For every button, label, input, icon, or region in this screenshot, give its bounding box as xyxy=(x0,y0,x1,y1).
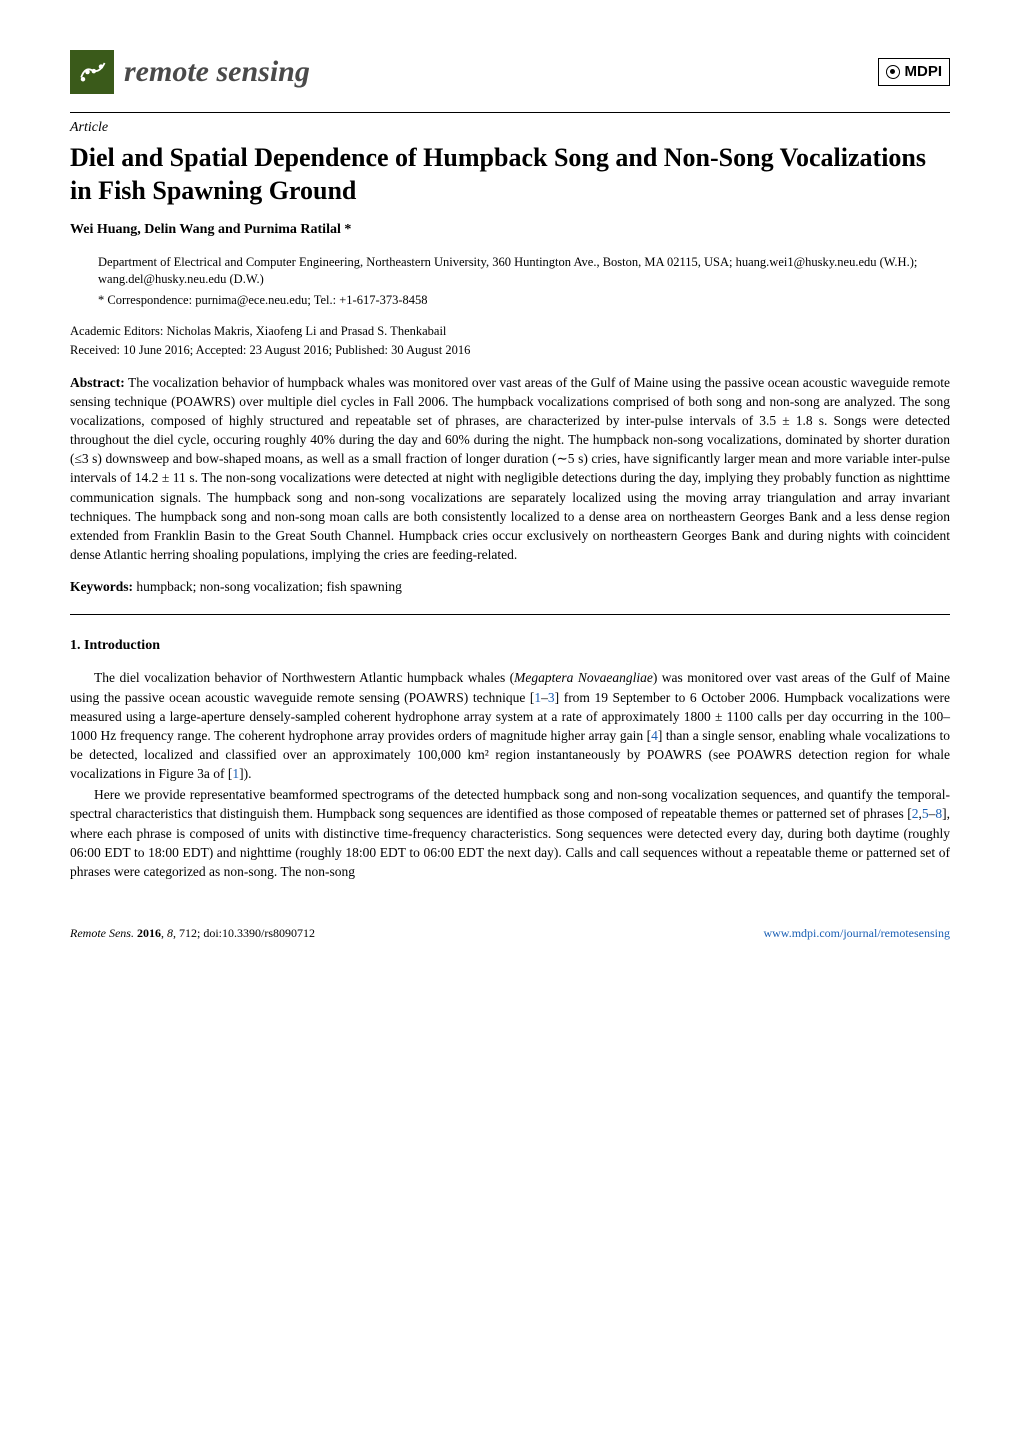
authors: Wei Huang, Delin Wang and Purnima Ratila… xyxy=(70,221,950,240)
publisher-logo: MDPI xyxy=(878,58,951,86)
keywords-label: Keywords: xyxy=(70,579,133,594)
journal-logo: remote sensing xyxy=(70,50,310,94)
publication-dates: Received: 10 June 2016; Accepted: 23 Aug… xyxy=(70,342,950,359)
mid-rule xyxy=(70,614,950,615)
keywords: Keywords: humpback; non-song vocalizatio… xyxy=(70,578,950,596)
citation[interactable]: 2 xyxy=(912,806,919,821)
header-row: remote sensing MDPI xyxy=(70,50,950,94)
citation[interactable]: 3 xyxy=(548,690,555,705)
intro-para-1: The diel vocalization behavior of Northw… xyxy=(70,668,950,783)
abstract-body: The vocalization behavior of humpback wh… xyxy=(70,375,950,562)
footer-url[interactable]: www.mdpi.com/journal/remotesensing xyxy=(763,925,950,941)
publisher-name: MDPI xyxy=(905,62,943,82)
correspondence: * Correspondence: purnima@ece.neu.edu; T… xyxy=(85,292,950,309)
abstract-label: Abstract: xyxy=(70,375,125,390)
keywords-body: humpback; non-song vocalization; fish sp… xyxy=(133,579,402,594)
species-name: Megaptera Novaeangliae xyxy=(514,670,653,685)
affiliation: Department of Electrical and Computer En… xyxy=(70,254,950,288)
journal-logo-icon xyxy=(70,50,114,94)
article-title: Diel and Spatial Dependence of Humpback … xyxy=(70,141,950,208)
citation[interactable]: 5 xyxy=(922,806,929,821)
citation[interactable]: 4 xyxy=(651,728,658,743)
footer: Remote Sens. 2016, 8, 712; doi:10.3390/r… xyxy=(70,925,950,941)
top-rule xyxy=(70,112,950,113)
section-1-heading: 1. Introduction xyxy=(70,637,950,656)
mdpi-icon xyxy=(886,65,900,79)
abstract: Abstract: The vocalization behavior of h… xyxy=(70,373,950,565)
article-type: Article xyxy=(70,119,950,138)
footer-citation: Remote Sens. 2016, 8, 712; doi:10.3390/r… xyxy=(70,925,315,941)
journal-name: remote sensing xyxy=(124,52,310,93)
intro-para-2: Here we provide representative beamforme… xyxy=(70,785,950,881)
academic-editors: Academic Editors: Nicholas Makris, Xiaof… xyxy=(70,323,950,340)
